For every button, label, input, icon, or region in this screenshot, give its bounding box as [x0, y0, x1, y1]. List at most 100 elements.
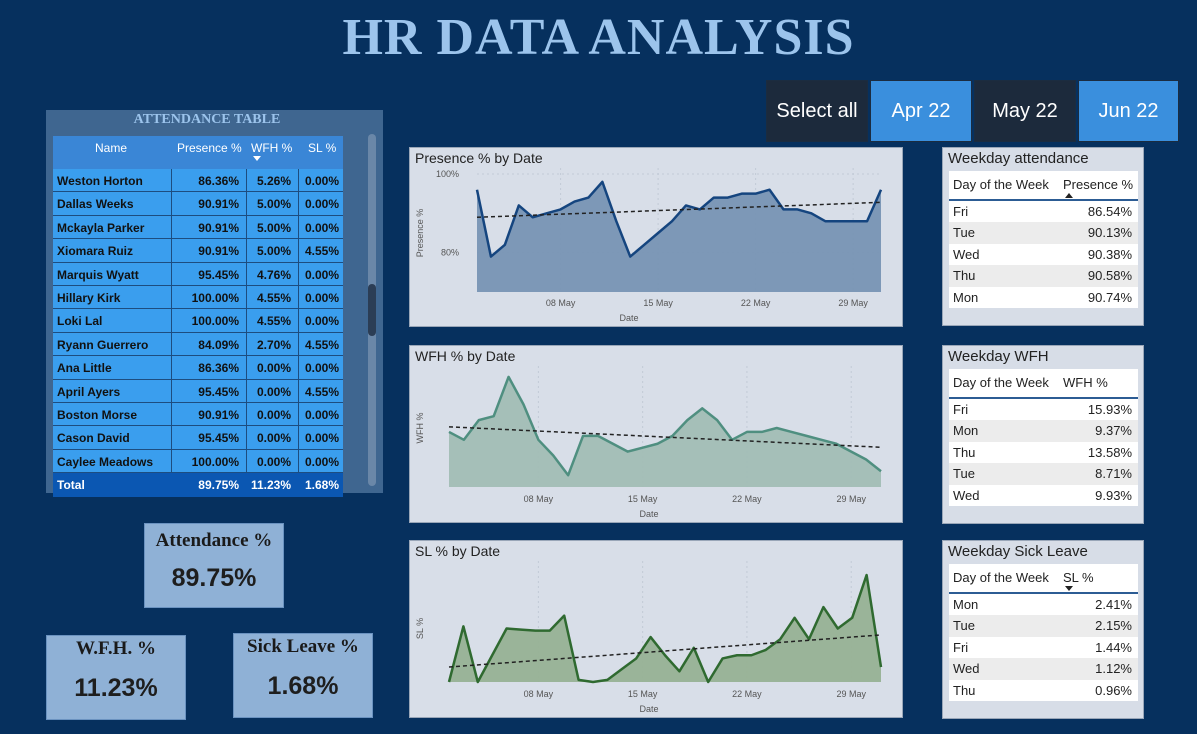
cell-wfh: 5.00%: [256, 220, 291, 235]
column-divider: [171, 169, 172, 192]
slicer-apr-22[interactable]: Apr 22: [870, 80, 972, 142]
cell-name: Caylee Meadows: [57, 454, 154, 469]
weekday-attendance-title: Weekday attendance: [948, 150, 1089, 167]
weekday-row[interactable]: Wed 1.12%: [949, 658, 1138, 680]
weekday-row[interactable]: Wed 90.38%: [949, 244, 1138, 265]
cell-name: Boston Morse: [57, 407, 138, 422]
weekday-attendance-col-value[interactable]: Presence %: [1063, 177, 1134, 192]
table-row[interactable]: Dallas Weeks 90.91% 5.00% 0.00%: [53, 192, 343, 216]
y-tick-label: 80%: [441, 248, 459, 258]
col-header-name[interactable]: Name: [95, 141, 128, 155]
column-divider: [246, 192, 247, 215]
cell-name: Dallas Weeks: [57, 197, 134, 212]
area-fill: [477, 181, 881, 292]
column-divider: [246, 356, 247, 379]
slicer-jun-22[interactable]: Jun 22: [1078, 80, 1179, 142]
weekday-attendance-col-day[interactable]: Day of the Week: [953, 177, 1049, 192]
kpi-sick-value: 1.68%: [267, 672, 339, 700]
table-row[interactable]: Marquis Wyatt 95.45% 4.76% 0.00%: [53, 262, 343, 286]
x-tick-label: 08 May: [546, 298, 576, 308]
slicer-may-22[interactable]: May 22: [974, 80, 1076, 142]
weekday-cell-value: 90.13%: [1087, 225, 1132, 241]
table-row[interactable]: Cason David 95.45% 0.00% 0.00%: [53, 426, 343, 450]
weekday-wfh-title: Weekday WFH: [948, 348, 1049, 365]
table-row[interactable]: Boston Morse 90.91% 0.00% 0.00%: [53, 402, 343, 427]
weekday-row[interactable]: Fri 1.44%: [949, 637, 1138, 658]
table-row[interactable]: Xiomara Ruiz 90.91% 5.00% 4.55%: [53, 239, 343, 263]
weekday-wfh-col-value[interactable]: WFH %: [1063, 375, 1108, 390]
cell-name: April Ayers: [57, 384, 121, 399]
wfh-chart[interactable]: WFH % by Date 08 May 15 May 22 May 29 May Da…: [409, 345, 903, 523]
weekday-cell-value: 90.58%: [1087, 268, 1132, 284]
attendance-table-header: Name Presence % WFH % SL %: [53, 136, 343, 169]
column-divider: [171, 309, 172, 332]
kpi-wfh-card: W.F.H. % 11.23%: [46, 635, 186, 720]
presence-chart[interactable]: Presence % by Date 100% 80% 08 May 15 May 22…: [409, 147, 903, 327]
weekday-row[interactable]: Tue 90.13%: [949, 222, 1138, 244]
weekday-cell-day: Mon: [953, 597, 979, 612]
weekday-row[interactable]: Tue 8.71%: [949, 463, 1138, 485]
table-row[interactable]: Loki Lal 100.00% 4.55% 0.00%: [53, 309, 343, 333]
cell-name: Loki Lal: [57, 314, 103, 329]
sl-chart[interactable]: SL % by Date 08 May 15 May 22 May 29 May Dat…: [409, 540, 903, 718]
table-row[interactable]: Ryann Guerrero 84.09% 2.70% 4.55%: [53, 332, 343, 357]
table-scrollbar-thumb[interactable]: [368, 284, 376, 336]
cell-name: Cason David: [57, 431, 130, 446]
cell-sl: 4.55%: [304, 244, 339, 259]
weekday-row[interactable]: Mon 9.37%: [949, 420, 1138, 442]
table-row[interactable]: Mckayla Parker 90.91% 5.00% 0.00%: [53, 215, 343, 240]
table-row[interactable]: Weston Horton 86.36% 5.26% 0.00%: [53, 169, 343, 193]
table-row[interactable]: Ana Little 86.36% 0.00% 0.00%: [53, 356, 343, 380]
wfh-chart-title: WFH % by Date: [415, 348, 516, 364]
kpi-wfh-label: W.F.H. %: [76, 638, 156, 659]
y-axis-label: Presence %: [415, 209, 425, 258]
column-divider: [298, 426, 299, 449]
x-axis-label: Date: [639, 509, 658, 519]
weekday-row[interactable]: Wed 9.93%: [949, 485, 1138, 506]
table-row[interactable]: April Ayers 95.45% 0.00% 4.55%: [53, 379, 343, 403]
cell-presence: 100.00%: [191, 454, 239, 469]
table-row[interactable]: Caylee Meadows 100.00% 0.00% 0.00%: [53, 449, 343, 474]
weekday-row[interactable]: Tue 2.15%: [949, 615, 1138, 637]
col-header-wfh[interactable]: WFH %: [251, 141, 293, 155]
weekday-sick-col-value[interactable]: SL %: [1063, 570, 1094, 585]
column-divider: [171, 449, 172, 473]
col-header-presence[interactable]: Presence %: [177, 141, 242, 155]
x-tick-label: 15 May: [628, 689, 658, 699]
weekday-cell-value: 2.15%: [1095, 618, 1132, 634]
dashboard-title: HR DATA ANALYSIS: [342, 9, 855, 66]
attendance-table: ATTENDANCE TABLE Name Presence % WFH % S…: [46, 110, 383, 498]
table-total-row[interactable]: Total 89.75% 11.23% 1.68%: [53, 473, 343, 498]
weekday-row[interactable]: Mon 2.41%: [949, 594, 1138, 615]
x-tick-label: 15 May: [643, 298, 673, 308]
cell-presence: 100.00%: [191, 290, 239, 305]
weekday-row[interactable]: Fri 15.93%: [949, 399, 1138, 420]
weekday-row[interactable]: Thu 13.58%: [949, 442, 1138, 463]
column-divider: [298, 379, 299, 402]
trend-line: [476, 201, 882, 219]
weekday-cell-day: Wed: [953, 246, 980, 262]
x-tick-label: 15 May: [628, 494, 658, 504]
cell-wfh: 0.00%: [256, 431, 291, 446]
weekday-row[interactable]: Mon 90.74%: [949, 287, 1138, 308]
area-fill: [449, 575, 881, 682]
table-row[interactable]: Hillary Kirk 100.00% 4.55% 0.00%: [53, 285, 343, 310]
weekday-row[interactable]: Fri 86.54%: [949, 201, 1138, 222]
weekday-wfh-col-day[interactable]: Day of the Week: [953, 375, 1049, 390]
cell-wfh: 0.00%: [256, 361, 291, 376]
weekday-row[interactable]: Thu 0.96%: [949, 680, 1138, 701]
kpi-sick-label: Sick Leave %: [247, 636, 359, 657]
col-header-sl[interactable]: SL %: [308, 141, 337, 155]
series-line: [447, 573, 883, 684]
column-divider: [171, 192, 172, 215]
cell-sl: 1.68%: [304, 478, 339, 493]
x-axis-label: Date: [619, 313, 638, 323]
weekday-sick-col-day[interactable]: Day of the Week: [953, 570, 1049, 585]
cell-presence: 84.09%: [198, 337, 239, 352]
cell-name: Ryann Guerrero: [57, 337, 149, 352]
weekday-cell-value: 9.37%: [1095, 423, 1132, 439]
column-divider: [298, 192, 299, 215]
trend-line: [448, 634, 882, 668]
slicer-select-all[interactable]: Select all: [766, 80, 868, 142]
weekday-row[interactable]: Thu 90.58%: [949, 265, 1138, 287]
